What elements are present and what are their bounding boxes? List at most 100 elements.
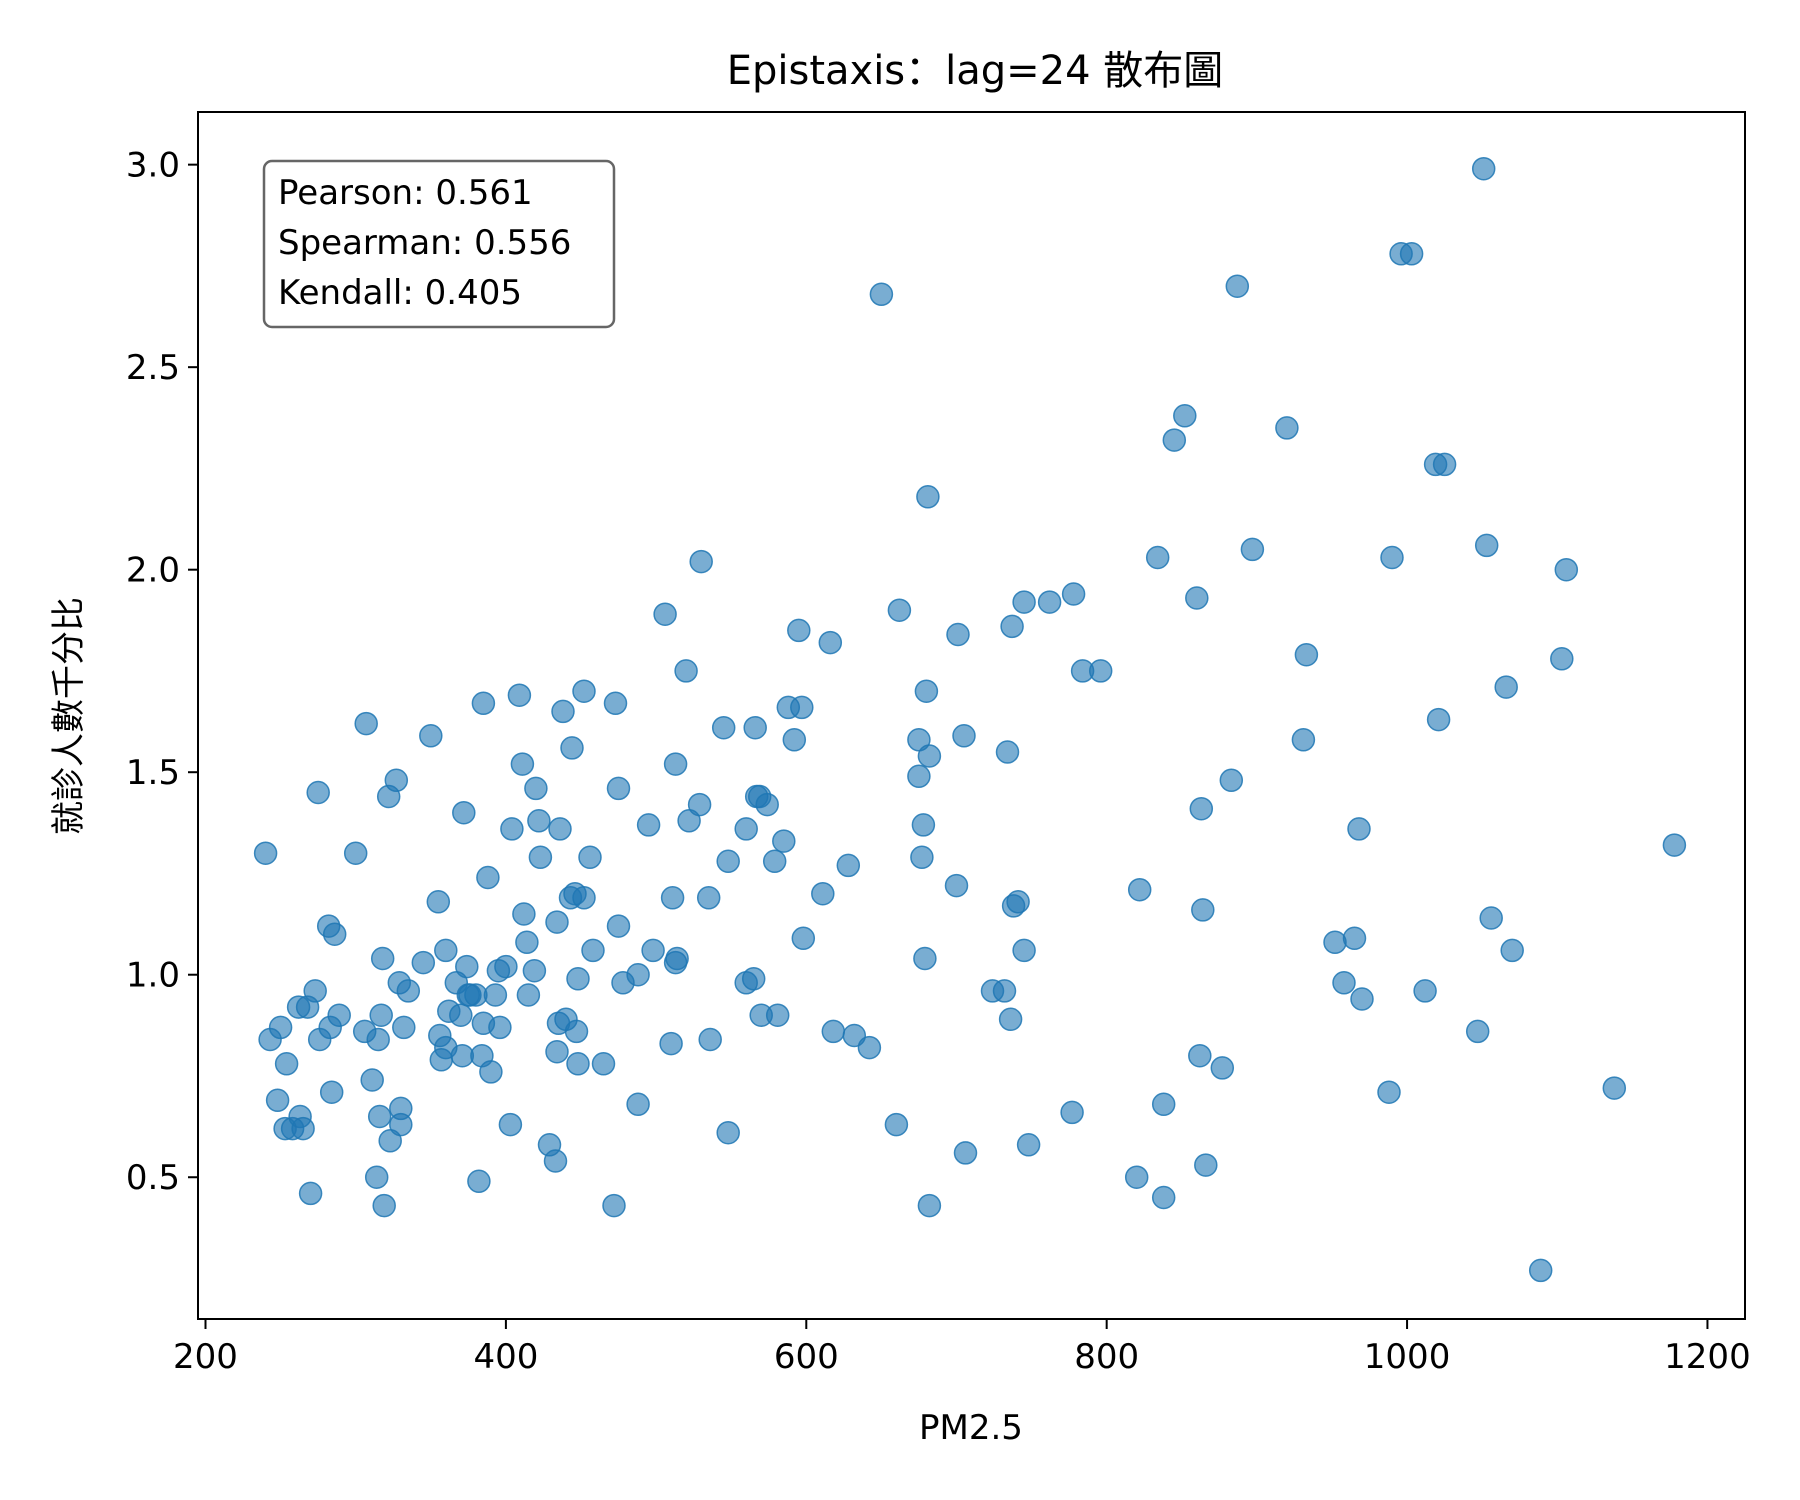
y-axis-ticks: 0.5 1.0 1.5 2.0 2.5 3.0 [126,146,198,1198]
scatter-point [1037,590,1062,614]
scatter-point [602,1193,626,1218]
scatter-point [741,967,766,991]
scatter-point [500,817,524,841]
scatter-point [659,1031,683,1056]
scatter-point [591,1052,616,1076]
scatter-point [566,967,590,991]
scatter-point [913,946,937,971]
scatter-point [952,724,976,748]
scatter-point [811,881,835,906]
scatter-point [790,695,814,720]
scatter-point [606,914,631,938]
scatter-point [1191,898,1215,922]
scatter-point [998,1007,1023,1032]
scatter-point [543,1149,568,1173]
x-tick-label: 400 [473,1337,538,1377]
scatter-point [1210,1056,1235,1080]
scatter-point [1162,428,1187,452]
scatter-point [360,1068,384,1092]
scatter-point [696,886,721,910]
scatter-point [527,809,551,833]
scatter-point [378,1129,402,1153]
scatter-point [1189,796,1214,821]
scatter-point [953,1141,978,1165]
scatter-point [772,829,796,853]
scatter-point [1479,906,1503,930]
scatter-point [265,1088,290,1113]
scatter-point [818,630,843,655]
scatter-point [467,1169,491,1194]
scatter-point [1377,1080,1401,1104]
scatter-point [857,1035,882,1060]
scatter-point [524,776,548,801]
scatter-point [1399,242,1424,266]
y-tick-label: 2.0 [126,551,180,591]
scatter-point [1500,938,1524,963]
scatter-point [1219,768,1244,793]
scatter-point [366,1027,390,1052]
scatter-point [426,890,451,914]
scatter-point [507,683,532,707]
scatter-point [450,1043,475,1068]
scatter-point [319,1080,344,1104]
scatter-point [343,841,368,865]
scatter-point [687,792,712,817]
scatter-point [578,845,602,870]
scatter-point [641,938,665,963]
scatter-point [911,813,936,837]
scatter-point [1240,537,1265,562]
scatter-point [836,853,861,878]
scatter-point [449,1003,473,1027]
scatter-point [992,979,1017,1003]
plot-frame [197,111,1746,1320]
scatter-point [698,1027,722,1052]
scatter-point [689,549,713,574]
scatter-point [1275,416,1299,440]
scatter-point [1151,1092,1176,1117]
scatter-point [354,711,378,736]
scatter-point [1188,1043,1212,1068]
scatter-point [253,841,278,865]
scatter-point [419,724,443,748]
scatter-point [483,983,508,1007]
scatter-point [515,930,539,955]
scatter-point [884,1112,909,1137]
points-layer [253,156,1687,1283]
scatter-point [1291,728,1316,752]
scatter-point [1474,533,1499,558]
scatter-point [626,962,650,987]
scatter-point [367,1104,392,1129]
scatter-point [1494,675,1518,699]
y-tick-label: 1.0 [126,956,180,996]
scatter-point [372,1193,396,1218]
scatter-point [1012,590,1036,614]
scatter-point [572,679,596,703]
scatter-point [1323,930,1347,955]
scatter-point [528,845,553,870]
scatter-point [782,728,807,752]
scatter-point [716,849,740,874]
scatter-point [636,813,661,837]
scatter-point [916,485,940,509]
y-tick-label: 1.5 [126,753,180,793]
scatter-point [1151,1185,1176,1210]
x-tick-label: 1000 [1364,1337,1451,1377]
y-tick-label: 2.5 [126,348,180,388]
y-tick-label: 0.5 [126,1158,180,1198]
scatter-point [917,744,942,768]
scatter-point [545,1039,569,1064]
scatter-point [917,1193,942,1218]
scatter-point [471,691,496,716]
scatter-point [1294,642,1319,667]
scatter-point [1016,1133,1041,1157]
scatter-point [946,622,970,647]
x-tick-label: 200 [173,1337,238,1377]
scatter-point [653,602,677,626]
scatter-point [944,873,969,898]
scatter-point [711,715,736,740]
scatter-point [384,768,409,793]
scatter-point [560,736,584,760]
scatter-point [411,950,436,975]
scatter-point [1471,156,1496,181]
